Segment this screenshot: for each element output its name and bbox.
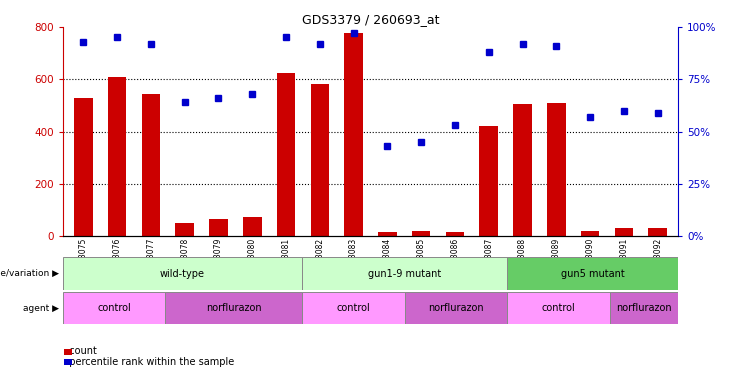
Bar <box>378 232 396 236</box>
Bar <box>514 104 532 236</box>
Text: control: control <box>542 303 575 313</box>
Text: control: control <box>97 303 131 313</box>
Bar <box>107 76 127 236</box>
Text: norflurazon: norflurazon <box>616 303 671 313</box>
Bar <box>581 231 599 236</box>
Bar <box>614 228 634 236</box>
Bar <box>345 33 363 236</box>
Text: gun1-9 mutant: gun1-9 mutant <box>368 268 442 279</box>
Bar <box>302 292 405 324</box>
Text: norflurazon: norflurazon <box>428 303 484 313</box>
Text: count: count <box>63 346 97 356</box>
Bar <box>610 292 678 324</box>
Bar <box>74 98 93 236</box>
Text: norflurazon: norflurazon <box>206 303 262 313</box>
Text: percentile rank within the sample: percentile rank within the sample <box>63 357 234 367</box>
Text: agent ▶: agent ▶ <box>22 304 59 313</box>
Bar <box>412 231 431 236</box>
Text: genotype/variation ▶: genotype/variation ▶ <box>0 269 59 278</box>
Bar <box>507 292 610 324</box>
Text: wild-type: wild-type <box>160 268 205 279</box>
Bar <box>209 219 227 236</box>
Bar <box>243 217 262 236</box>
Bar <box>165 292 302 324</box>
Bar <box>276 73 296 236</box>
Bar <box>479 126 498 236</box>
Bar <box>63 292 165 324</box>
Bar <box>405 292 507 324</box>
Text: control: control <box>336 303 370 313</box>
Bar <box>142 94 160 236</box>
Bar <box>445 232 465 236</box>
Bar <box>63 257 302 290</box>
Bar <box>310 84 329 236</box>
Bar <box>547 103 565 236</box>
Bar <box>302 257 507 290</box>
Bar <box>648 228 667 236</box>
Text: gun5 mutant: gun5 mutant <box>561 268 625 279</box>
Title: GDS3379 / 260693_at: GDS3379 / 260693_at <box>302 13 439 26</box>
Bar <box>507 257 678 290</box>
Bar <box>176 223 194 236</box>
